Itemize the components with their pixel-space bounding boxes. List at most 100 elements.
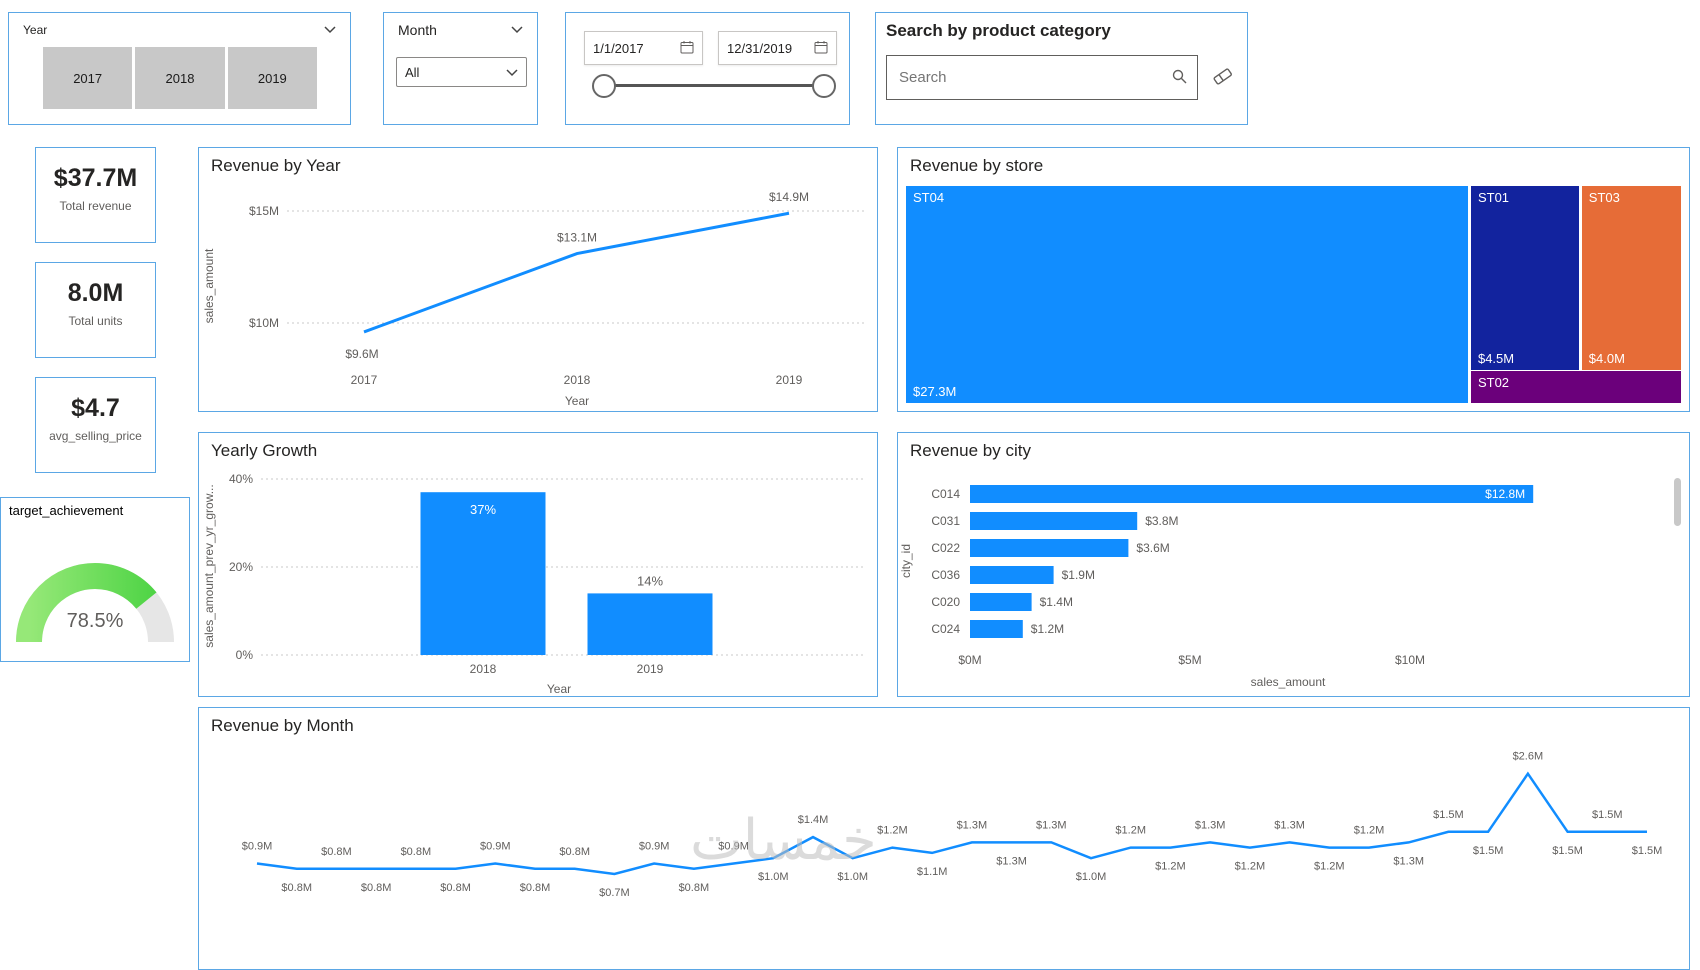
tile-value: $27.3M bbox=[913, 384, 957, 399]
chevron-down-icon[interactable] bbox=[511, 21, 523, 39]
city-bar-C031[interactable] bbox=[970, 512, 1138, 530]
month-dropdown[interactable]: All bbox=[396, 57, 527, 87]
year-slicer-header: Year bbox=[9, 13, 350, 41]
revenue-by-year-panel: Revenue by Year $10M $15M 2017 2018 2019 Year… bbox=[198, 147, 878, 412]
growth-chart-axes: 0% 20% 40% 2018 2019 Year sales_amount_prev_yr… bbox=[202, 472, 865, 696]
revenue-by-month-panel: Revenue by Month $0.9M $0.8M $0.8M $0.8M $0.… bbox=[198, 707, 1690, 970]
slider-handle-start[interactable] bbox=[592, 74, 616, 98]
svg-text:$0.8M: $0.8M bbox=[559, 846, 590, 858]
city-bar-C020[interactable] bbox=[970, 593, 1032, 611]
svg-text:$1.1M: $1.1M bbox=[917, 866, 948, 878]
year-options: 2017 2018 2019 bbox=[43, 47, 317, 109]
tile-name: ST04 bbox=[913, 190, 945, 205]
svg-text:$1.5M: $1.5M bbox=[1592, 809, 1623, 821]
revenue-by-year-line[interactable] bbox=[363, 211, 790, 334]
calendar-icon[interactable] bbox=[814, 40, 828, 57]
chevron-down-icon[interactable] bbox=[324, 21, 336, 39]
svg-text:$1.5M: $1.5M bbox=[1552, 845, 1583, 857]
city-bar-C036[interactable] bbox=[970, 566, 1054, 584]
svg-text:C024: C024 bbox=[931, 622, 960, 636]
kpi-total-units-label: Total units bbox=[68, 314, 123, 328]
year-option-2019[interactable]: 2019 bbox=[227, 47, 317, 109]
tile-name: ST01 bbox=[1477, 190, 1510, 205]
svg-text:$0.8M: $0.8M bbox=[281, 882, 312, 894]
growth-bar-2019[interactable] bbox=[587, 593, 713, 655]
svg-text:$3.8M: $3.8M bbox=[1145, 514, 1178, 528]
eraser-icon[interactable] bbox=[1212, 65, 1234, 92]
svg-text:C020: C020 bbox=[931, 595, 960, 609]
treemap-tile-ST01[interactable]: ST01 $4.5M bbox=[1470, 186, 1579, 370]
svg-text:2019: 2019 bbox=[637, 662, 664, 676]
svg-text:$14.9M: $14.9M bbox=[769, 190, 809, 204]
svg-text:$1.2M: $1.2M bbox=[1031, 622, 1064, 636]
svg-text:$1.5M: $1.5M bbox=[1632, 845, 1663, 857]
year-slicer-label: Year bbox=[23, 23, 48, 37]
start-date-value: 1/1/2017 bbox=[593, 40, 644, 56]
yearly-growth-title: Yearly Growth bbox=[211, 441, 318, 460]
svg-text:$0.9M: $0.9M bbox=[480, 840, 511, 852]
start-date-input[interactable]: 1/1/2017 bbox=[584, 31, 703, 65]
date-range-slider-track[interactable] bbox=[602, 84, 828, 87]
treemap-tile-ST03[interactable]: ST03 $4.0M bbox=[1581, 186, 1681, 370]
revenue-by-month-line[interactable] bbox=[256, 771, 1647, 876]
revenue-by-month-chart[interactable]: $0.9M $0.8M $0.8M $0.8M $0.8M $0.8M $0.9M $0.8M… bbox=[199, 746, 1689, 970]
svg-text:$1.3M: $1.3M bbox=[957, 819, 988, 831]
end-date-value: 12/31/2019 bbox=[727, 40, 793, 56]
gauge-title: target_achievement bbox=[9, 503, 124, 518]
target-achievement-gauge[interactable] bbox=[1, 520, 189, 663]
calendar-icon[interactable] bbox=[680, 40, 694, 57]
treemap-tile-ST02[interactable]: ST02 bbox=[1470, 371, 1681, 403]
city-chart-axes: $0M $5M $10M sales_amount city_id C014 C031 C02… bbox=[899, 487, 1425, 689]
svg-text:$0.7M: $0.7M bbox=[599, 887, 630, 899]
svg-text:$0.9M: $0.9M bbox=[718, 840, 749, 852]
end-date-input[interactable]: 12/31/2019 bbox=[718, 31, 837, 65]
svg-text:$2.6M: $2.6M bbox=[1513, 751, 1544, 763]
svg-text:$1.3M: $1.3M bbox=[1274, 819, 1305, 831]
treemap-tile-ST04[interactable]: ST04 $27.3M bbox=[906, 186, 1468, 403]
svg-text:$0.8M: $0.8M bbox=[401, 846, 432, 858]
svg-text:2017: 2017 bbox=[351, 373, 378, 387]
kpi-total-revenue-value: $37.7M bbox=[53, 164, 138, 192]
svg-text:$0.8M: $0.8M bbox=[520, 882, 551, 894]
growth-bar-2018[interactable] bbox=[420, 492, 546, 655]
svg-text:$13.1M: $13.1M bbox=[557, 231, 597, 245]
slider-handle-end[interactable] bbox=[812, 74, 836, 98]
svg-text:$10M: $10M bbox=[249, 316, 279, 330]
year-option-2017[interactable]: 2017 bbox=[43, 47, 133, 109]
svg-text:$1.3M: $1.3M bbox=[1036, 819, 1067, 831]
svg-text:$15M: $15M bbox=[249, 204, 279, 218]
svg-text:$0.8M: $0.8M bbox=[679, 882, 710, 894]
revenue-by-store-treemap: ST04 $27.3M ST01 $4.5M ST03 $4.0M ST02 bbox=[906, 186, 1681, 403]
month-selected-value: All bbox=[405, 64, 420, 80]
target-achievement-gauge-panel: target_achievement 78.5% bbox=[0, 497, 190, 662]
svg-text:$0.8M: $0.8M bbox=[440, 882, 471, 894]
search-input[interactable] bbox=[886, 55, 1198, 100]
svg-text:C036: C036 bbox=[931, 568, 960, 582]
search-panel-title: Search by product category bbox=[886, 21, 1111, 40]
year-option-2018[interactable]: 2018 bbox=[135, 47, 225, 109]
city-bar-C024[interactable] bbox=[970, 620, 1023, 638]
city-bar-C014[interactable] bbox=[970, 485, 1534, 503]
revenue-by-city-chart[interactable]: $0M $5M $10M sales_amount city_id C014 C031 C02… bbox=[898, 471, 1673, 696]
svg-text:$10M: $10M bbox=[1395, 653, 1425, 667]
revenue-by-store-title: Revenue by store bbox=[910, 156, 1044, 175]
search-icon[interactable] bbox=[1172, 69, 1188, 90]
search-box bbox=[886, 55, 1198, 100]
city-bar-C022[interactable] bbox=[970, 539, 1129, 557]
kpi-total-units: 8.0M Total units bbox=[35, 262, 156, 358]
svg-text:$1.2M: $1.2M bbox=[1115, 825, 1146, 837]
gauge-value: 78.5% bbox=[66, 610, 124, 632]
yearly-growth-chart[interactable]: 0% 20% 40% 2018 2019 Year sales_amount_prev_yr… bbox=[199, 471, 877, 698]
revenue-by-year-chart[interactable]: $10M $15M 2017 2018 2019 Year sales_amount $9.6… bbox=[199, 186, 877, 411]
svg-text:$1.3M: $1.3M bbox=[996, 855, 1027, 867]
kpi-avg-selling-price: $4.7 avg_selling_price bbox=[35, 377, 156, 473]
svg-text:$5M: $5M bbox=[1178, 653, 1201, 667]
scrollbar[interactable] bbox=[1674, 478, 1681, 526]
yearly-growth-panel: Yearly Growth 0% 20% 40% 2018 2019 Year sales_… bbox=[198, 432, 878, 697]
svg-text:$1.2M: $1.2M bbox=[877, 825, 908, 837]
chevron-down-icon bbox=[506, 65, 518, 80]
svg-text:Year: Year bbox=[547, 682, 571, 696]
tile-value: $4.5M bbox=[1477, 350, 1515, 366]
kpi-avg-selling-price-label: avg_selling_price bbox=[49, 429, 142, 443]
svg-text:$1.0M: $1.0M bbox=[837, 871, 868, 883]
